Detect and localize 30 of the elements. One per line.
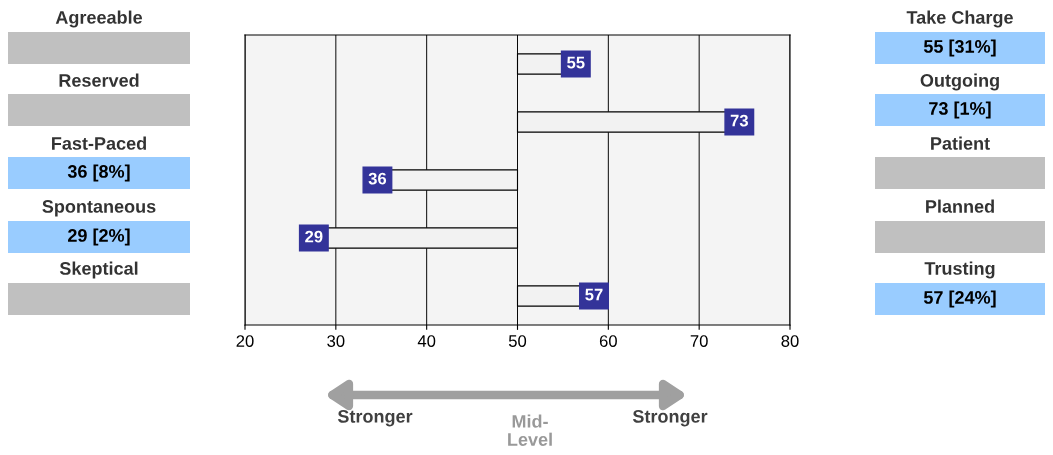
x-tick-label: 40 [417,335,436,347]
data-label: 73 [730,114,748,127]
text: 29 [2%] [68,228,130,246]
text: Reserved [59,73,139,87]
text: Fast-Paced [52,136,146,150]
data-label: 36 [368,172,387,185]
x-tick-label: 70 [690,335,708,347]
text: 57 [24%] [923,290,996,308]
x-tick-label: 80 [781,335,799,347]
text: 36 [8%] [67,164,130,182]
text: 55 [31%] [923,39,996,57]
x-tick-label: 50 [508,335,527,347]
text: Patient [931,136,990,150]
x-tick-label: 20 [236,335,254,347]
text: Take Charge [906,10,1013,28]
text: Mid- Level [508,414,552,446]
text: Stronger [337,409,413,427]
data-label: 57 [585,288,603,301]
text: Planned [926,199,994,213]
data-label: 29 [305,230,323,243]
x-tick-label: 30 [327,335,345,347]
text: Skeptical [59,261,138,279]
data-label: 55 [567,56,585,69]
x-tick-label: 60 [599,335,617,347]
text: Trusting [924,261,995,279]
text: 73 [1%] [929,101,991,119]
text: Agreeable [55,10,143,28]
text: Outgoing [920,73,999,91]
text: Stronger [632,409,708,427]
text: Spontaneous [42,200,156,217]
